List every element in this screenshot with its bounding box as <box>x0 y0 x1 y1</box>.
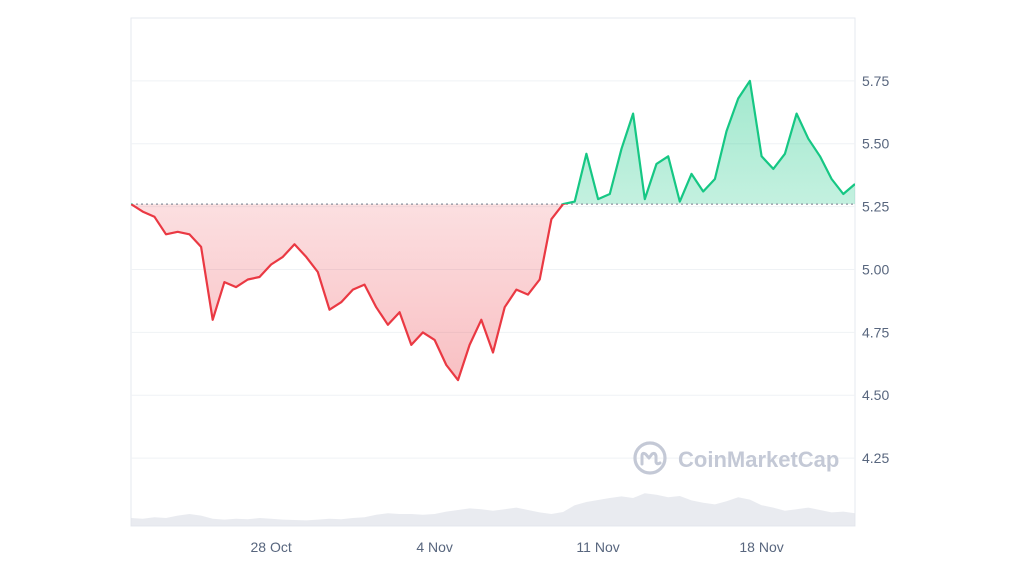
data-point <box>235 286 237 288</box>
volume-area <box>131 493 855 526</box>
data-point <box>819 155 821 157</box>
data-point <box>842 193 844 195</box>
x-tick-label: 4 Nov <box>416 539 453 555</box>
data-point <box>667 155 669 157</box>
data-point <box>480 319 482 321</box>
coinmarketcap-logo-icon <box>633 441 667 475</box>
data-point <box>737 97 739 99</box>
data-point <box>585 153 587 155</box>
data-point <box>398 311 400 313</box>
data-point <box>352 288 354 290</box>
data-point <box>130 203 132 205</box>
data-point <box>212 319 214 321</box>
data-point <box>784 153 786 155</box>
data-point <box>504 306 506 308</box>
data-point <box>422 331 424 333</box>
price-area <box>131 80 855 381</box>
data-point <box>177 231 179 233</box>
x-axis: 28 Oct 4 Nov 11 Nov 18 Nov <box>251 539 784 555</box>
data-point <box>305 256 307 258</box>
data-point <box>340 301 342 303</box>
data-point <box>247 278 249 280</box>
data-point <box>760 155 762 157</box>
price-line-down <box>131 204 569 382</box>
y-tick-label: 4.50 <box>862 387 889 403</box>
data-point <box>597 198 599 200</box>
x-tick-label: 18 Nov <box>739 539 783 555</box>
data-point <box>830 178 832 180</box>
data-point <box>550 218 552 220</box>
data-point <box>632 112 634 114</box>
price-line-up <box>131 79 855 205</box>
data-point <box>165 233 167 235</box>
data-point <box>772 168 774 170</box>
data-point <box>433 339 435 341</box>
data-point <box>223 281 225 283</box>
watermark-text: CoinMarketCap <box>678 447 839 472</box>
data-point <box>539 278 541 280</box>
data-point <box>574 200 576 202</box>
data-point <box>795 112 797 114</box>
data-point <box>702 190 704 192</box>
y-axis: 4.25 4.50 4.75 5.00 5.25 5.50 5.75 <box>862 73 889 466</box>
y-tick-label: 4.75 <box>862 324 889 340</box>
data-point <box>282 256 284 258</box>
data-point <box>527 293 529 295</box>
volume-shape <box>131 493 855 526</box>
data-point <box>188 233 190 235</box>
y-tick-label: 5.75 <box>862 73 889 89</box>
data-point <box>445 364 447 366</box>
data-point <box>690 173 692 175</box>
data-point <box>492 351 494 353</box>
x-tick-label: 11 Nov <box>576 539 619 555</box>
data-point <box>609 193 611 195</box>
data-point <box>200 246 202 248</box>
data-point <box>468 344 470 346</box>
data-point <box>270 263 272 265</box>
data-point <box>644 198 646 200</box>
watermark: CoinMarketCap <box>633 441 839 475</box>
data-point <box>410 344 412 346</box>
data-point <box>714 178 716 180</box>
data-point <box>387 324 389 326</box>
data-point <box>562 203 564 205</box>
price-line <box>130 79 856 382</box>
y-tick-label: 5.25 <box>862 199 889 215</box>
data-point <box>375 306 377 308</box>
data-point <box>293 243 295 245</box>
data-point <box>725 130 727 132</box>
price-area-down <box>131 204 564 381</box>
data-point <box>153 216 155 218</box>
data-point <box>142 210 144 212</box>
data-point <box>317 271 319 273</box>
data-point <box>620 148 622 150</box>
data-point <box>679 200 681 202</box>
data-point <box>749 80 751 82</box>
data-point <box>258 276 260 278</box>
data-point <box>328 309 330 311</box>
data-point <box>363 283 365 285</box>
x-tick-label: 28 Oct <box>251 539 292 555</box>
price-area-up <box>131 80 855 205</box>
data-point <box>854 183 856 185</box>
y-tick-label: 5.50 <box>862 136 889 152</box>
data-point <box>457 379 459 381</box>
data-point <box>807 138 809 140</box>
y-tick-label: 5.00 <box>862 261 889 277</box>
data-point <box>515 288 517 290</box>
data-point <box>655 163 657 165</box>
y-tick-label: 4.25 <box>862 450 889 466</box>
